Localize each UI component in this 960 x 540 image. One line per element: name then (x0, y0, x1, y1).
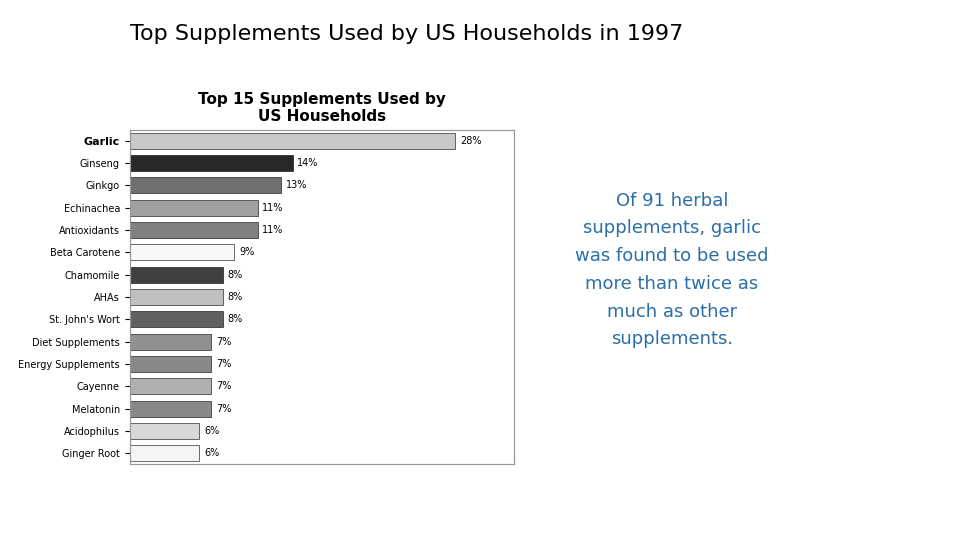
Bar (130, 356, 211, 372)
Text: Of 91 herbal
supplements, garlic
was found to be used
more than twice as
much as: Of 91 herbal supplements, garlic was fou… (575, 192, 769, 348)
Bar (130, 445, 200, 461)
Text: 13%: 13% (285, 180, 307, 191)
Text: 28%: 28% (460, 136, 482, 146)
Text: 8%: 8% (228, 292, 243, 302)
Bar (130, 177, 281, 193)
Text: 8%: 8% (228, 269, 243, 280)
Text: 11%: 11% (262, 202, 283, 213)
Text: 11%: 11% (262, 225, 283, 235)
Bar (130, 378, 211, 394)
Text: 7%: 7% (216, 403, 231, 414)
Text: 7%: 7% (216, 381, 231, 391)
Text: 9%: 9% (239, 247, 254, 258)
Text: 7%: 7% (216, 336, 231, 347)
Title: Top 15 Supplements Used by
US Households: Top 15 Supplements Used by US Households (198, 92, 445, 124)
Text: 6%: 6% (204, 448, 219, 458)
Bar (130, 311, 223, 327)
Bar (130, 267, 223, 283)
Bar (130, 401, 211, 417)
Bar (130, 222, 257, 238)
Bar (130, 244, 234, 260)
Bar (130, 423, 200, 439)
Bar (130, 334, 211, 350)
Text: 14%: 14% (298, 158, 319, 168)
Text: 8%: 8% (228, 314, 243, 325)
Text: 7%: 7% (216, 359, 231, 369)
Bar (130, 155, 293, 171)
Text: Top Supplements Used by US Households in 1997: Top Supplements Used by US Households in… (130, 24, 683, 44)
Bar (130, 289, 223, 305)
Text: 6%: 6% (204, 426, 219, 436)
Bar (130, 133, 455, 149)
Bar (130, 200, 257, 216)
